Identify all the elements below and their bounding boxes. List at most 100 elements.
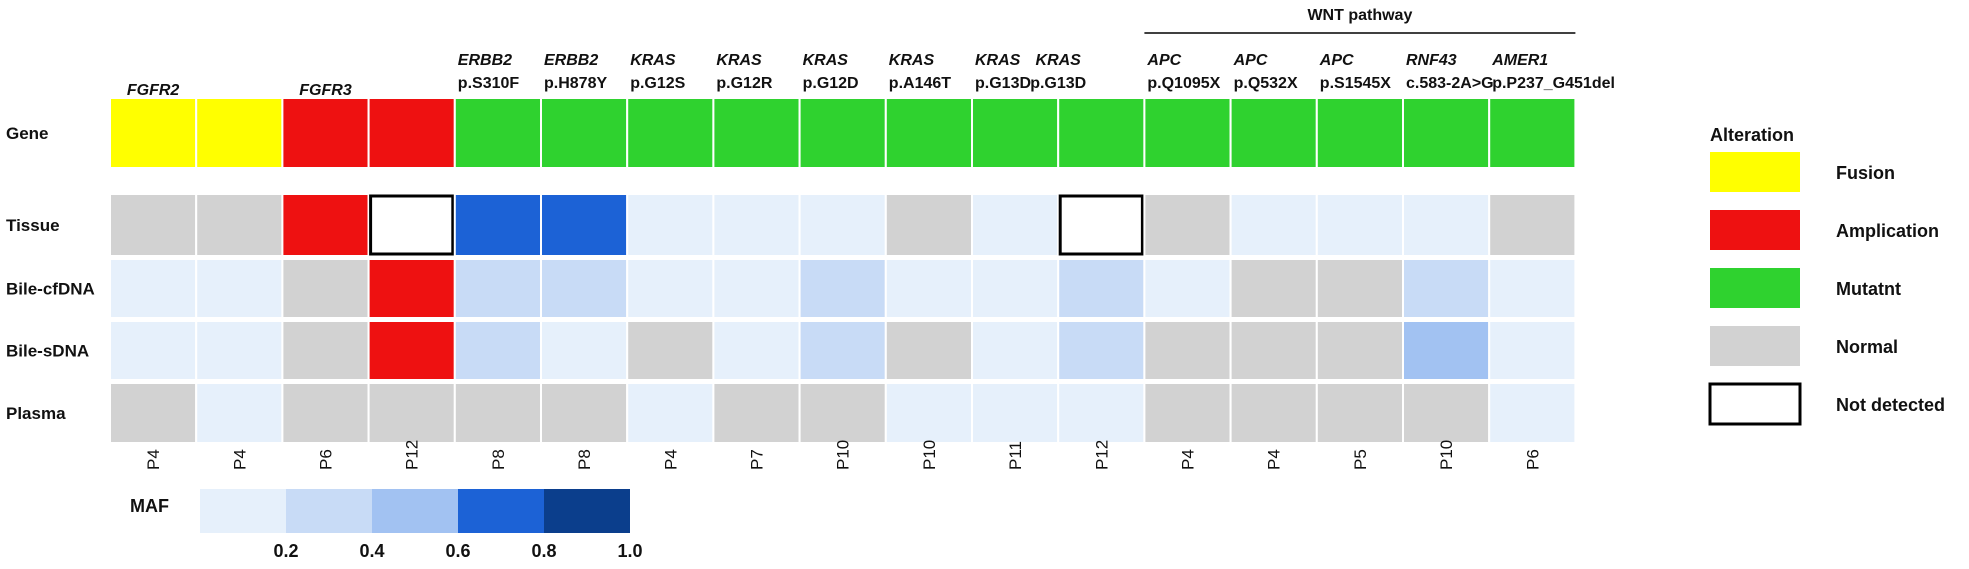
patient-label: P10 <box>920 440 939 470</box>
cell-bile-sdna-1 <box>195 320 284 381</box>
cell-bile-sdna-5 <box>540 320 629 381</box>
cell-plasma-9 <box>884 382 973 444</box>
maf-scale-segment <box>458 489 544 533</box>
gene-label: APC <box>1146 52 1181 69</box>
cell-tissue-10 <box>971 193 1060 257</box>
cell-bile-sdna-14 <box>1315 320 1405 381</box>
legend-swatch-not-detected <box>1708 382 1802 426</box>
cell-tissue-15 <box>1402 193 1491 257</box>
cell-plasma-10 <box>971 382 1060 444</box>
variant-label: p.G12S <box>630 75 685 92</box>
cell-bile-sdna-7 <box>712 320 801 381</box>
patient-label: P6 <box>1523 449 1542 470</box>
row-label-plasma: Plasma <box>6 404 66 423</box>
cell-tissue-1 <box>195 193 284 257</box>
cell-bile-sdna-12 <box>1143 320 1232 381</box>
legend-label-amplication: Amplication <box>1836 221 1939 241</box>
patient-label: P10 <box>1437 440 1456 470</box>
variant-label: p.P237_G451del <box>1492 75 1615 92</box>
cell-gene-14 <box>1315 97 1405 169</box>
cell-tissue-8 <box>798 193 887 257</box>
cell-plasma-11 <box>1057 382 1146 444</box>
patient-label: P4 <box>1179 449 1198 470</box>
patient-label: P10 <box>834 440 853 470</box>
gene-label: KRAS <box>630 52 676 69</box>
alteration-legend-title: Alteration <box>1710 125 1794 145</box>
patient-label: P11 <box>1006 441 1025 470</box>
patient-label: P4 <box>661 449 680 470</box>
cell-bile-cfdna-3 <box>367 258 456 319</box>
gene-label: FGFR2 <box>127 82 180 99</box>
cell-bile-sdna-6 <box>626 320 715 381</box>
row-label-bile-cfdna: Bile-cfDNA <box>6 280 95 299</box>
cell-bile-cfdna-9 <box>884 258 973 319</box>
cell-gene-1 <box>195 97 284 169</box>
row-label-bile-sdna: Bile-sDNA <box>6 342 89 361</box>
legend-swatch-fusion <box>1710 152 1800 192</box>
cell-gene-12 <box>1143 97 1232 169</box>
cell-bile-cfdna-0 <box>109 258 198 319</box>
maf-scale-segment <box>544 489 630 533</box>
cell-bile-cfdna-6 <box>626 258 715 319</box>
cell-bile-sdna-16 <box>1488 320 1577 381</box>
variant-label: p.Q1095X <box>1147 75 1220 92</box>
maf-tick-label: 0.6 <box>445 541 470 561</box>
gene-label: ERBB2 <box>458 52 512 69</box>
cell-tissue-16 <box>1488 193 1577 257</box>
cell-bile-cfdna-14 <box>1315 258 1405 319</box>
legend-swatch-mutatnt <box>1710 268 1800 308</box>
cell-bile-sdna-15 <box>1402 320 1491 381</box>
cell-bile-cfdna-10 <box>971 258 1060 319</box>
cell-gene-7 <box>712 97 801 169</box>
legend-label-normal: Normal <box>1836 337 1898 357</box>
cell-gene-0 <box>109 97 198 169</box>
cell-gene-6 <box>626 97 715 169</box>
gene-label: KRAS <box>1036 52 1082 69</box>
gene-label: APC <box>1233 52 1268 69</box>
maf-tick-label: 0.8 <box>531 541 556 561</box>
maf-scale-segment <box>372 489 458 533</box>
maf-tick-label: 0.2 <box>273 541 298 561</box>
cell-plasma-13 <box>1229 382 1318 444</box>
variant-label: p.H878Y <box>544 75 607 92</box>
group-label-wnt-pathway: WNT pathway <box>1307 7 1412 24</box>
patient-label: P7 <box>748 449 767 470</box>
cell-tissue-11 <box>1057 193 1146 257</box>
patient-label: P8 <box>575 449 594 470</box>
cell-tissue-5 <box>540 193 629 257</box>
patient-label: P12 <box>1092 440 1111 470</box>
cell-tissue-6 <box>626 193 715 257</box>
gene-label: KRAS <box>716 52 762 69</box>
cell-gene-2 <box>281 97 370 169</box>
legend-label-not-detected: Not detected <box>1836 395 1945 415</box>
cell-gene-13 <box>1229 97 1318 169</box>
variant-label: p.G12R <box>716 75 772 92</box>
variant-label: p.Q532X <box>1234 75 1298 92</box>
gene-label: ERBB2 <box>544 52 598 69</box>
cell-plasma-8 <box>798 382 887 444</box>
maf-legend-title: MAF <box>130 496 169 516</box>
cell-plasma-7 <box>712 382 801 444</box>
patient-label: P4 <box>144 449 163 470</box>
cell-bile-sdna-9 <box>884 320 973 381</box>
cell-plasma-12 <box>1143 382 1232 444</box>
cell-plasma-3 <box>367 382 456 444</box>
cell-plasma-14 <box>1315 382 1405 444</box>
patient-label: P4 <box>230 449 249 470</box>
cell-gene-4 <box>453 97 542 169</box>
cell-tissue-4 <box>453 193 542 257</box>
legend-label-mutatnt: Mutatnt <box>1836 279 1901 299</box>
gene-label: RNF43 <box>1406 52 1457 69</box>
maf-scale-segment <box>286 489 372 533</box>
patient-label: P5 <box>1351 449 1370 470</box>
maf-tick-label: 0.4 <box>359 541 384 561</box>
cell-plasma-16 <box>1488 382 1577 444</box>
variant-label: p.G13D <box>1030 75 1086 92</box>
cell-bile-cfdna-8 <box>798 258 887 319</box>
cell-gene-11 <box>1057 97 1146 169</box>
legend-swatch-normal <box>1710 326 1800 366</box>
cell-bile-sdna-3 <box>367 320 456 381</box>
variant-label: p.G13D <box>975 75 1031 92</box>
variant-label: p.S310F <box>458 75 520 92</box>
